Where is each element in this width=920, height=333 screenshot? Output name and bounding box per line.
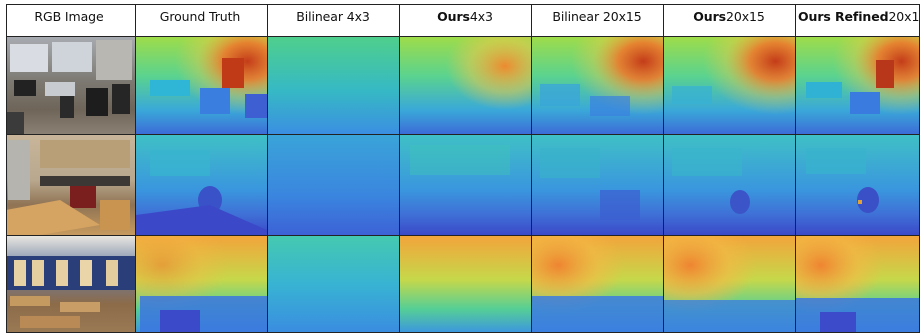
- bilinear-20x15-classroom: [532, 236, 663, 333]
- ground-truth-office: [136, 37, 267, 134]
- ground-truth-kitchen: [136, 135, 267, 235]
- ours-20x15-classroom: [664, 236, 795, 333]
- header-bilinear-20x15: Bilinear 20x15: [552, 9, 642, 24]
- bilinear-4x3-office: [268, 37, 399, 134]
- ground-truth-classroom: [136, 236, 267, 333]
- row-2: [6, 135, 920, 235]
- ours-refined-20x15-classroom: [796, 236, 920, 333]
- bilinear-20x15-kitchen: [532, 135, 663, 235]
- header-ours-20x15: Ours 20x15: [693, 9, 765, 24]
- ours-refined-20x15-office: [796, 37, 920, 134]
- header-bilinear-4x3: Bilinear 4x3: [296, 9, 370, 24]
- header-rgb-image: RGB Image: [34, 9, 104, 24]
- row-3: [6, 236, 920, 333]
- bilinear-4x3-classroom: [268, 236, 399, 333]
- ours-20x15-kitchen: [664, 135, 795, 235]
- bilinear-4x3-kitchen: [268, 135, 399, 235]
- rgb-image-kitchen: [6, 135, 135, 235]
- bilinear-20x15-office: [532, 37, 663, 134]
- header-ours-4x3: Ours 4x3: [437, 9, 493, 24]
- rgb-image-office: [6, 37, 135, 134]
- ours-4x3-classroom: [400, 236, 531, 333]
- ours-refined-20x15-kitchen: [796, 135, 920, 235]
- header-ground-truth: Ground Truth: [159, 9, 241, 24]
- ours-4x3-kitchen: [400, 135, 531, 235]
- row-1: [6, 37, 920, 134]
- ours-20x15-office: [664, 37, 795, 134]
- header-ours-refined-20x15: Ours Refined 20x15: [798, 9, 920, 24]
- rgb-image-classroom: [6, 236, 135, 333]
- ours-4x3-office: [400, 37, 531, 134]
